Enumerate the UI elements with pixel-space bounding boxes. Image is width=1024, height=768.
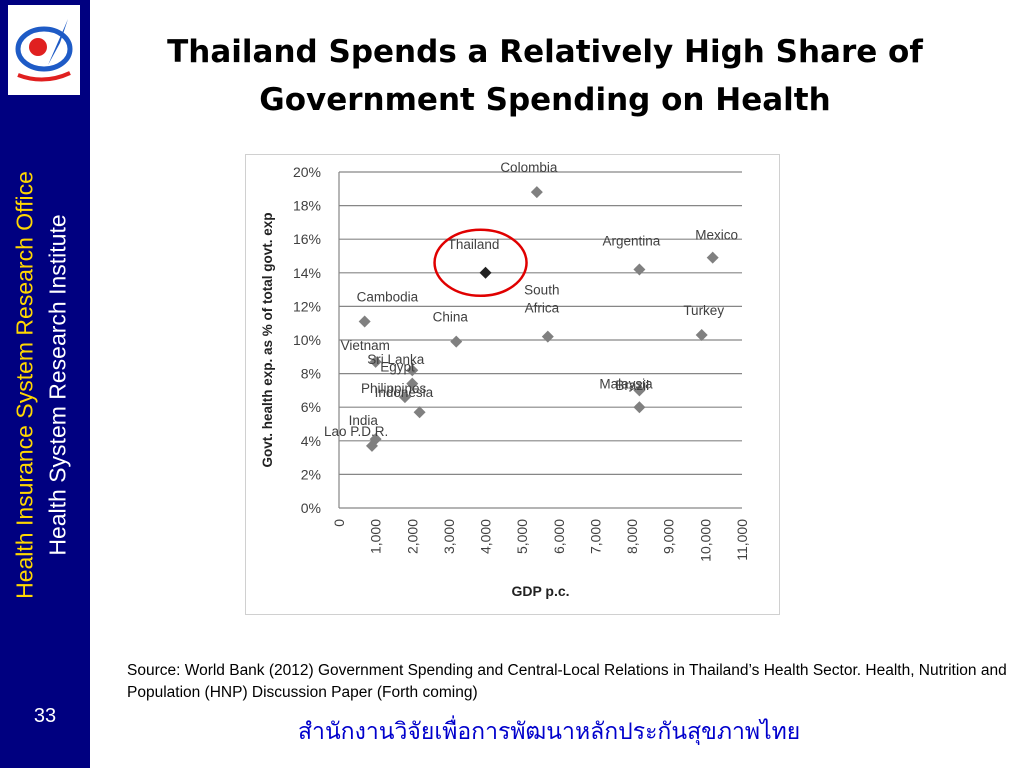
data-point bbox=[358, 315, 371, 328]
x-tick-label: 5,000 bbox=[514, 519, 530, 554]
data-label: Indonesia bbox=[375, 385, 434, 400]
data-point bbox=[530, 186, 543, 199]
data-label: Thailand bbox=[448, 237, 500, 252]
data-point bbox=[398, 391, 411, 404]
slide-title: Thailand Spends a Relatively High Share … bbox=[120, 28, 970, 124]
data-label: Vietnam bbox=[341, 338, 390, 353]
data-label: Turkey bbox=[683, 303, 724, 318]
data-label: Colombia bbox=[500, 160, 558, 175]
data-point bbox=[365, 439, 378, 452]
x-tick-label: 7,000 bbox=[587, 519, 603, 554]
data-point bbox=[479, 266, 492, 279]
x-tick-label: 8,000 bbox=[624, 519, 640, 554]
data-label: Sri Lanka bbox=[367, 352, 425, 367]
slide-title-line2: Government Spending on Health bbox=[259, 82, 831, 118]
sidebar: Health Insurance System Research Office … bbox=[0, 0, 90, 768]
data-label: India bbox=[349, 413, 379, 428]
y-tick-label: 4% bbox=[301, 433, 321, 449]
y-tick-label: 20% bbox=[293, 164, 321, 180]
data-label: Africa bbox=[525, 301, 560, 316]
source-citation: Source: World Bank (2012) Government Spe… bbox=[127, 662, 1007, 701]
data-point bbox=[541, 330, 554, 343]
data-point bbox=[706, 251, 719, 264]
y-tick-label: 0% bbox=[301, 500, 321, 516]
x-tick-label: 10,000 bbox=[697, 519, 713, 562]
y-tick-label: 12% bbox=[293, 298, 321, 314]
data-point bbox=[633, 401, 646, 414]
thai-footer-text: สำนักงานวิจัยเพื่อการพัฒนาหลักประกันสุขภ… bbox=[298, 719, 801, 745]
chart: 0% 2% 4% 6% 8% 10% 12% 14% 16% 18% 20% 0 1,000 2,000 3… bbox=[245, 154, 780, 615]
data-point bbox=[369, 355, 382, 368]
data-label: Malaysia bbox=[599, 376, 653, 391]
data-point bbox=[633, 263, 646, 276]
data-point bbox=[406, 364, 419, 377]
x-tick-label: 0 bbox=[331, 519, 347, 527]
data-point bbox=[695, 328, 708, 341]
data-point bbox=[406, 377, 419, 390]
y-tick-label: 8% bbox=[301, 366, 321, 382]
sidebar-institute-name: Health System Research Institute bbox=[44, 214, 71, 556]
data-label: Cambodia bbox=[357, 290, 419, 305]
data-label: South bbox=[524, 283, 559, 298]
x-tick-label: 6,000 bbox=[551, 519, 567, 554]
data-label: China bbox=[433, 310, 469, 325]
x-tick-label: 11,000 bbox=[734, 519, 750, 561]
x-tick-label: 9,000 bbox=[661, 519, 677, 554]
y-tick-label: 18% bbox=[293, 198, 321, 214]
y-axis-label: Govt. health exp. as % of total govt. ex… bbox=[260, 212, 275, 467]
y-tick-label: 14% bbox=[293, 265, 321, 281]
data-label: Egypt bbox=[380, 360, 415, 375]
data-point bbox=[413, 406, 426, 419]
x-axis-label: GDP p.c. bbox=[511, 583, 569, 599]
slide-title-line1: Thailand Spends a Relatively High Share … bbox=[167, 34, 923, 70]
x-tick-label: 4,000 bbox=[478, 519, 494, 554]
data-label: Argentina bbox=[603, 233, 661, 248]
highlight-circle bbox=[433, 228, 528, 298]
y-tick-label: 2% bbox=[301, 466, 321, 482]
sidebar-org-name: Health Insurance System Research Office bbox=[11, 171, 38, 599]
logo-emblem-icon bbox=[15, 19, 73, 82]
y-tick-label: 6% bbox=[301, 399, 321, 415]
scatter-chart-svg: 0% 2% 4% 6% 8% 10% 12% 14% 16% 18% 20% 0 1,000 2,000 3… bbox=[260, 160, 750, 599]
logo bbox=[8, 5, 80, 95]
data-point bbox=[369, 433, 382, 446]
data-point bbox=[450, 335, 463, 348]
data-label: Lao P.D.R. bbox=[324, 424, 388, 439]
x-tick-label: 1,000 bbox=[368, 519, 384, 554]
data-label: Philippines bbox=[361, 381, 427, 396]
data-label: Mexico bbox=[695, 228, 738, 243]
y-tick-label: 16% bbox=[293, 231, 321, 247]
y-tick-label: 10% bbox=[293, 332, 321, 348]
data-label: Brazil bbox=[615, 378, 649, 393]
x-tick-label: 2,000 bbox=[404, 519, 420, 554]
slide-number: 33 bbox=[33, 705, 57, 727]
x-tick-label: 3,000 bbox=[441, 519, 457, 554]
data-point bbox=[633, 384, 646, 397]
